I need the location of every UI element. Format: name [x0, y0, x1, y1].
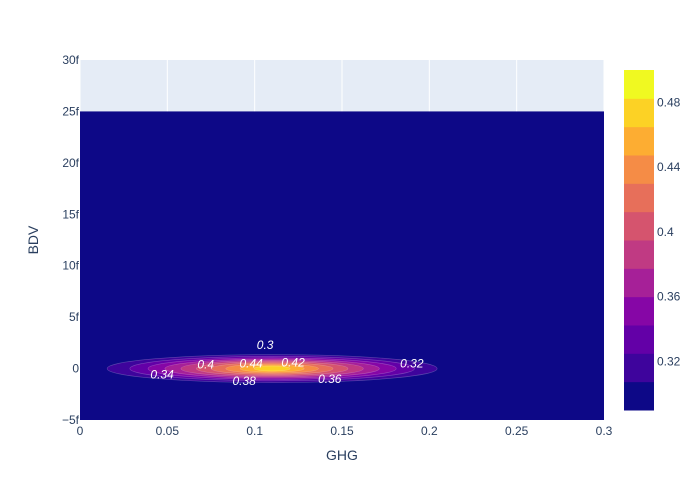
y-axis-ticks: −5f 0 5f 10f 15f 20f 25f 30f	[62, 53, 80, 427]
contour-levels	[106, 354, 438, 383]
contour-labels: 0.3 0.32 0.34 0.36 0.38 0.44 0.4 0.42	[150, 338, 423, 388]
contour-label: 0.34	[150, 368, 174, 382]
contour-label: 0.42	[281, 355, 305, 369]
x-tick-label: 0.2	[421, 424, 438, 438]
contour-label: 0.3	[257, 338, 274, 352]
x-axis-ticks: 0 0.05 0.1 0.15 0.2 0.25 0.3	[77, 424, 613, 438]
colorbar-segment	[624, 155, 654, 184]
colorbar-tick-label: 0.4	[657, 225, 674, 239]
colorbar-segment	[624, 70, 654, 99]
contour-label: 0.32	[400, 356, 424, 370]
x-tick-label: 0.05	[156, 424, 180, 438]
y-axis-title: BDV	[25, 225, 41, 254]
x-tick-label: 0.25	[505, 424, 529, 438]
colorbar-segment	[624, 325, 654, 354]
colorbar-tick-label: 0.44	[657, 160, 681, 174]
contour-label: 0.38	[233, 374, 257, 388]
x-axis-title: GHG	[326, 447, 358, 463]
y-tick-label: 0	[72, 362, 79, 376]
y-tick-label: −5f	[62, 413, 80, 427]
y-tick-label: 20f	[62, 156, 79, 170]
x-tick-label: 0.3	[596, 424, 613, 438]
colorbar-segment	[624, 98, 654, 128]
y-tick-label: 25f	[62, 104, 79, 118]
colorbar-segment	[624, 353, 654, 383]
colorbar-segment	[624, 240, 654, 269]
colorbar-tick-label: 0.36	[657, 290, 681, 304]
y-tick-label: 15f	[62, 207, 79, 221]
contour-level	[253, 365, 291, 372]
contour-label: 0.44	[239, 356, 263, 370]
colorbar-ticks: 0.32 0.36 0.4 0.44 0.48	[657, 95, 681, 368]
colorbar-segment	[624, 183, 654, 213]
y-tick-label: 10f	[62, 259, 79, 273]
colorbar-segment	[624, 268, 654, 298]
colorbar-tick-label: 0.32	[657, 354, 681, 368]
x-tick-label: 0.15	[330, 424, 354, 438]
colorbar-segment	[624, 211, 654, 241]
x-tick-label: 0.1	[246, 424, 263, 438]
colorbar	[624, 70, 654, 411]
colorbar-tick-label: 0.48	[657, 95, 681, 109]
colorbar-segment	[624, 126, 654, 156]
contour-label: 0.36	[318, 372, 342, 386]
colorbar-segment	[624, 296, 654, 326]
colorbar-segment	[624, 381, 654, 411]
contour-label: 0.4	[197, 357, 214, 371]
y-tick-label: 5f	[69, 310, 80, 324]
y-tick-label: 30f	[62, 53, 79, 67]
x-tick-label: 0	[77, 424, 84, 438]
